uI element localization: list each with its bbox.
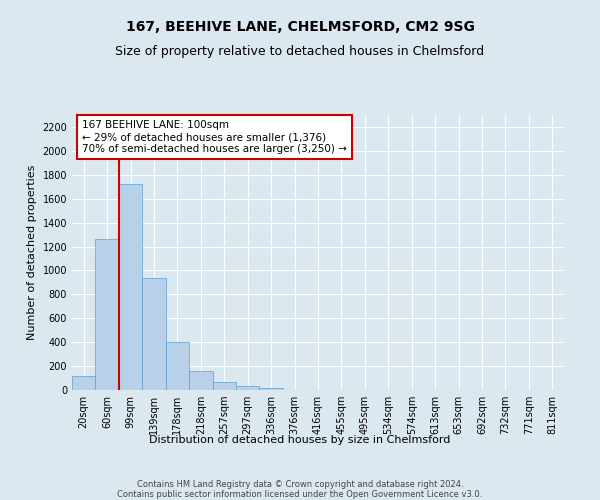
Bar bbox=[259, 388, 283, 390]
Text: Contains HM Land Registry data © Crown copyright and database right 2024.
Contai: Contains HM Land Registry data © Crown c… bbox=[118, 480, 482, 500]
Bar bbox=[212, 382, 236, 390]
Bar bbox=[166, 342, 189, 390]
Text: 167 BEEHIVE LANE: 100sqm
← 29% of detached houses are smaller (1,376)
70% of sem: 167 BEEHIVE LANE: 100sqm ← 29% of detach… bbox=[82, 120, 347, 154]
Bar bbox=[119, 184, 142, 390]
Bar bbox=[189, 372, 212, 390]
Text: 167, BEEHIVE LANE, CHELMSFORD, CM2 9SG: 167, BEEHIVE LANE, CHELMSFORD, CM2 9SG bbox=[125, 20, 475, 34]
Y-axis label: Number of detached properties: Number of detached properties bbox=[27, 165, 37, 340]
Bar bbox=[236, 386, 259, 390]
Bar bbox=[142, 278, 166, 390]
Text: Size of property relative to detached houses in Chelmsford: Size of property relative to detached ho… bbox=[115, 45, 485, 58]
Bar bbox=[95, 240, 119, 390]
Text: Distribution of detached houses by size in Chelmsford: Distribution of detached houses by size … bbox=[149, 435, 451, 445]
Bar bbox=[72, 376, 95, 390]
